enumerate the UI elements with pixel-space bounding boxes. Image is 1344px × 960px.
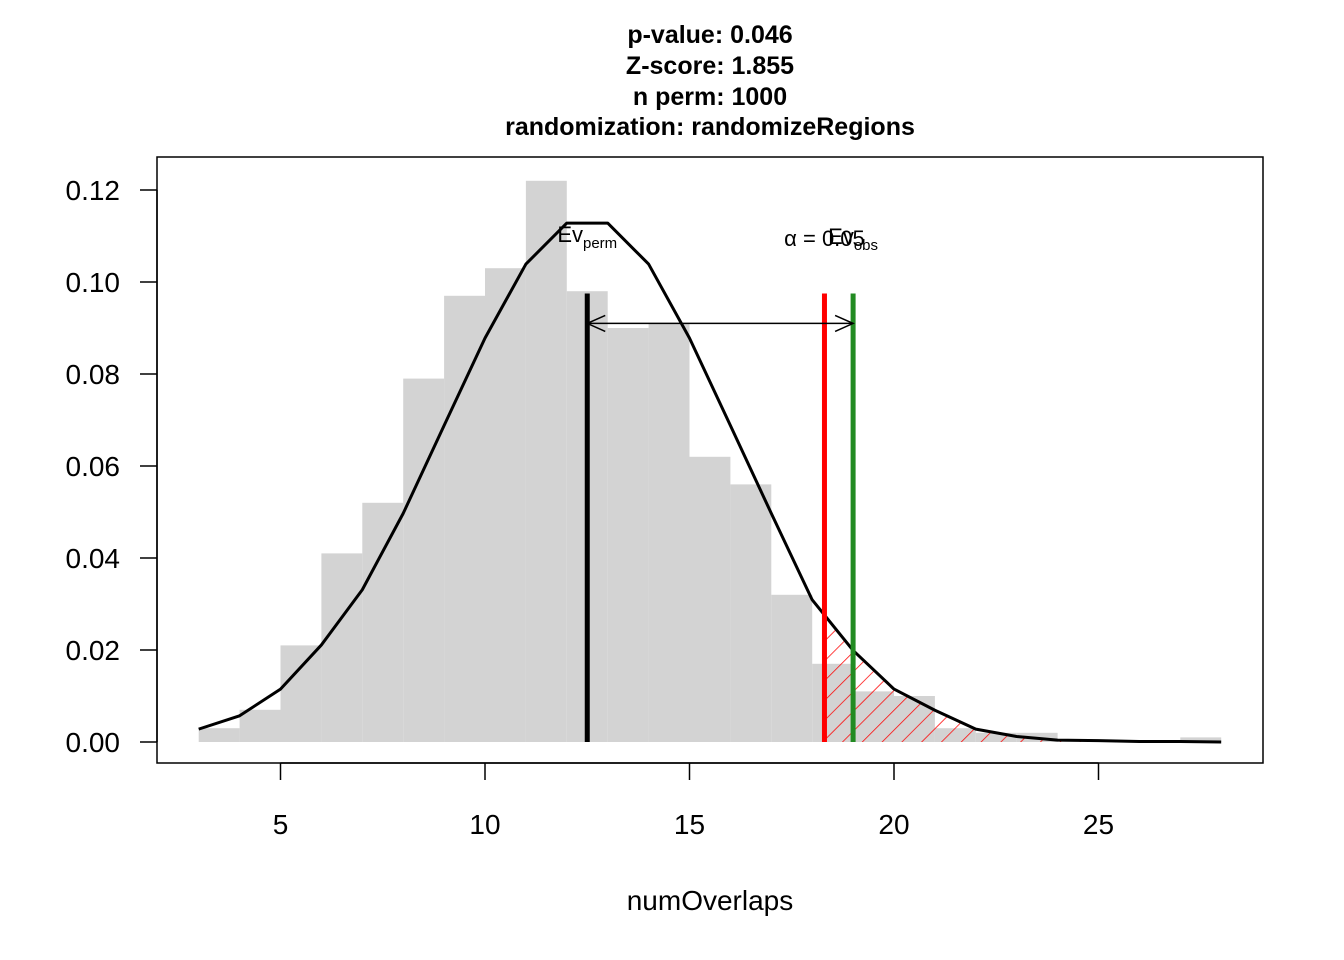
y-tick-label: 0.12 bbox=[66, 175, 121, 206]
histogram-bar bbox=[239, 709, 281, 742]
x-axis-label: numOverlaps bbox=[627, 885, 794, 916]
y-tick-label: 0.08 bbox=[66, 359, 121, 390]
y-tick-label: 0.06 bbox=[66, 451, 121, 482]
histogram-bar bbox=[280, 645, 322, 742]
histogram-bar bbox=[689, 456, 731, 742]
y-tick-label: 0.04 bbox=[66, 543, 121, 574]
title-line-randomization: randomization: randomizeRegions bbox=[505, 113, 915, 141]
alpha-label: α = 0.05 bbox=[784, 226, 865, 251]
normal-curve-line bbox=[198, 221, 1222, 744]
histogram-bar bbox=[321, 553, 363, 742]
y-tick-label: 0.10 bbox=[66, 267, 121, 298]
arrow-head-right bbox=[834, 314, 855, 333]
arrow-head-left bbox=[585, 314, 606, 333]
title-line-pvalue: p-value: 0.046 bbox=[627, 21, 792, 49]
y-tick-label: 0.02 bbox=[66, 635, 121, 666]
histogram-bar bbox=[525, 180, 567, 743]
ev-perm-label: Evperm bbox=[557, 222, 617, 252]
histogram-bar bbox=[444, 295, 485, 742]
histogram-bar bbox=[362, 502, 404, 742]
histogram-bar bbox=[607, 328, 649, 742]
histogram-bar bbox=[485, 268, 526, 742]
histogram-bar bbox=[1180, 737, 1222, 742]
y-axis: 0.00 0.02 0.04 0.06 0.08 0.10 0.12 bbox=[66, 175, 158, 758]
histogram-bar bbox=[648, 323, 690, 742]
tail-hatch bbox=[824, 615, 1222, 742]
x-tick-label: 10 bbox=[469, 809, 500, 840]
ev-obs-label: Evobs bbox=[828, 224, 878, 254]
histogram-bar bbox=[198, 728, 240, 742]
title-line-nperm: n perm: 1000 bbox=[633, 83, 787, 111]
histogram-bar bbox=[403, 378, 445, 742]
x-tick-label: 20 bbox=[878, 809, 909, 840]
histogram-bars bbox=[198, 180, 1222, 743]
title-line-zscore: Z-score: 1.855 bbox=[626, 52, 794, 80]
distance-arrow bbox=[585, 314, 855, 333]
shaded-tail bbox=[824, 615, 1222, 742]
x-axis: 5 10 15 20 25 bbox=[273, 762, 1114, 840]
x-tick-label: 5 bbox=[273, 809, 289, 840]
chart-title: p-value: 0.046 Z-score: 1.855 n perm: 10… bbox=[505, 21, 915, 141]
histogram-bar bbox=[771, 594, 813, 742]
vertical-lines bbox=[584, 293, 856, 742]
x-tick-label: 15 bbox=[674, 809, 705, 840]
normal-curve bbox=[198, 221, 1222, 744]
x-tick-label: 25 bbox=[1083, 809, 1114, 840]
y-tick-label: 0.00 bbox=[66, 727, 121, 758]
histogram-bar bbox=[730, 484, 772, 742]
